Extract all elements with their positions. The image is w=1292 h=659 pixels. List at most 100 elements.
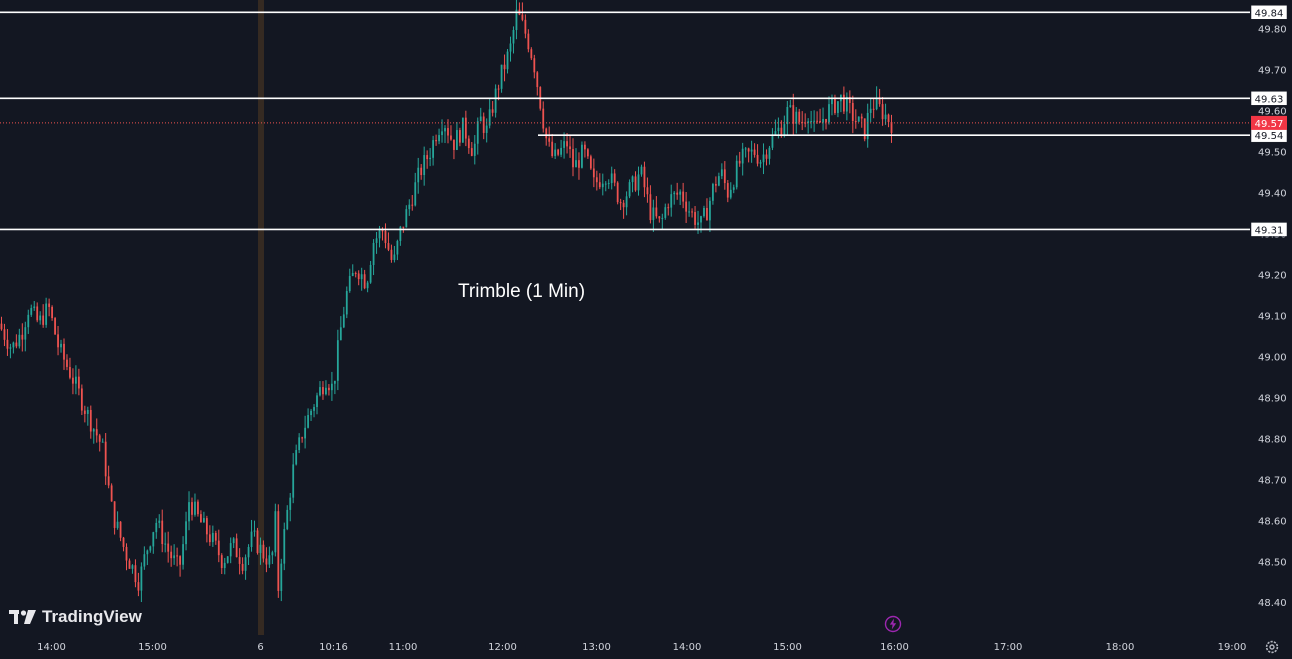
- price-tick-label: 49.20: [1258, 270, 1287, 281]
- candle-body: [289, 497, 292, 510]
- candle-body: [259, 544, 262, 553]
- candle-body: [229, 543, 232, 557]
- candle-body: [336, 340, 339, 381]
- candle-body: [542, 108, 545, 129]
- candle-body: [372, 242, 375, 266]
- candle-body: [649, 194, 652, 221]
- candle-body: [488, 109, 491, 126]
- session-break-label: 6: [257, 642, 263, 653]
- candle-body: [170, 551, 173, 559]
- price-axis[interactable]: 49.8049.7049.6049.5049.4049.3049.2049.10…: [1250, 0, 1292, 635]
- candle-body: [200, 514, 202, 523]
- tradingview-logo-text: TradingView: [42, 607, 142, 626]
- candle-body: [857, 116, 860, 122]
- candle-body: [238, 557, 241, 564]
- candle-body: [595, 177, 598, 183]
- candle-body: [610, 173, 613, 184]
- candle-body: [470, 148, 473, 156]
- candle-body: [706, 207, 708, 221]
- candle-body: [551, 141, 554, 156]
- candle-body: [197, 501, 199, 515]
- candle-body: [301, 437, 304, 439]
- candle-body: [500, 64, 503, 89]
- candle-body: [283, 529, 286, 564]
- candle-body: [572, 149, 574, 168]
- price-level-label: 49.84: [1255, 8, 1284, 19]
- candle-body: [155, 522, 158, 533]
- candle-body: [655, 207, 658, 217]
- price-tick-label: 48.60: [1258, 516, 1287, 527]
- candle-body: [685, 201, 688, 212]
- candle-body: [566, 141, 568, 147]
- candle-body: [661, 217, 664, 219]
- candle-body: [3, 329, 6, 340]
- candles-group: [0, 0, 893, 603]
- candle-body: [77, 376, 80, 389]
- candle-body: [732, 187, 735, 190]
- candle-body: [744, 148, 747, 150]
- candle-body: [339, 327, 342, 341]
- candle-body: [536, 72, 539, 88]
- candle-body: [414, 182, 417, 206]
- candle-body: [795, 111, 798, 124]
- price-tick-label: 49.10: [1258, 311, 1287, 322]
- candle-body: [798, 111, 801, 122]
- candle-body: [286, 509, 289, 530]
- candle-body: [646, 187, 649, 195]
- candle-body: [563, 141, 565, 148]
- candle-body: [63, 343, 65, 360]
- candle-body: [476, 121, 479, 144]
- time-tick-label: 12:00: [488, 642, 517, 653]
- candle-body: [586, 149, 589, 157]
- candle-body: [592, 168, 595, 178]
- candle-body: [211, 532, 214, 543]
- candle-body: [869, 108, 872, 113]
- time-tick-label: 13:00: [582, 642, 611, 653]
- price-tick-label: 49.70: [1258, 66, 1287, 77]
- candle-body: [15, 342, 18, 347]
- candle-body: [819, 120, 821, 123]
- candle-body: [792, 105, 795, 124]
- candle-body: [381, 230, 384, 232]
- candle-body: [316, 395, 318, 408]
- candle-body: [30, 308, 33, 315]
- candle-body: [408, 204, 411, 210]
- candle-body: [456, 130, 458, 150]
- candle-body: [342, 314, 345, 328]
- price-chart[interactable]: [0, 0, 1250, 635]
- flash-icon[interactable]: [884, 615, 902, 633]
- candle-body: [390, 249, 393, 260]
- candle-body: [304, 427, 307, 439]
- candle-body: [140, 566, 143, 591]
- candle-body: [485, 125, 488, 133]
- time-tick-label: 16:00: [880, 642, 909, 653]
- candle-body: [24, 327, 27, 340]
- candle-body: [149, 546, 152, 551]
- candle-body: [464, 117, 467, 139]
- candle-body: [884, 114, 887, 120]
- tradingview-logo[interactable]: TradingView: [9, 606, 142, 628]
- candle-body: [768, 147, 771, 159]
- candle-body: [780, 127, 783, 137]
- candle-body: [328, 387, 330, 391]
- candle-body: [399, 226, 402, 241]
- candle-body: [735, 160, 738, 188]
- candle-body: [66, 359, 68, 367]
- candle-body: [319, 387, 321, 396]
- candle-body: [447, 128, 449, 136]
- price-tick-label: 49.50: [1258, 148, 1287, 159]
- candle-body: [122, 537, 125, 547]
- candle-body: [726, 183, 729, 198]
- candle-body: [45, 303, 48, 325]
- time-axis[interactable]: 14:00 15:00 6 10:16 11:00 12:00 13:00 14:00 15:0…: [0, 635, 1250, 659]
- candle-body: [872, 108, 875, 110]
- gear-icon[interactable]: [1265, 640, 1279, 654]
- candle-body: [804, 122, 807, 124]
- candle-body: [83, 410, 86, 414]
- price-tick-label: 49.00: [1258, 352, 1287, 363]
- candle-body: [191, 502, 193, 515]
- candle-body: [310, 410, 312, 416]
- candle-body: [42, 315, 45, 325]
- price-tick-label: 49.60: [1258, 107, 1287, 118]
- candle-body: [762, 154, 765, 163]
